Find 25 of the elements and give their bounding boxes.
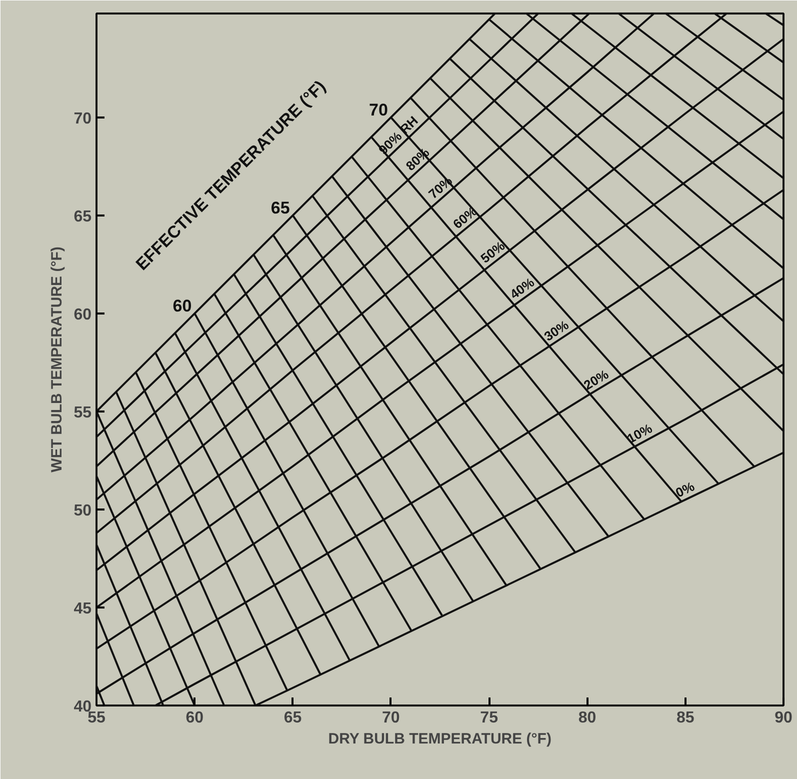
text: 0% — [673, 478, 698, 500]
y-axis-title: WET BULB TEMPERATURE (°F) — [48, 246, 66, 472]
text: 30% — [541, 316, 572, 344]
y-tick-label: 50 — [74, 502, 92, 520]
x-tick-label: 80 — [578, 710, 596, 726]
y-tick-label: 55 — [74, 404, 92, 422]
series-label: 60 — [172, 296, 192, 316]
text: 20% — [581, 366, 612, 393]
x-axis-title: DRY BULB TEMPERATURE (°F) — [328, 730, 552, 748]
text: 10% — [624, 420, 655, 446]
text: 80% — [402, 144, 432, 174]
y-tick-label: 65 — [74, 208, 92, 226]
x-tick-label: 65 — [284, 710, 302, 726]
x-tick-label: 70 — [382, 710, 400, 726]
y-tick-label: 45 — [74, 600, 92, 618]
x-tick-label: 75 — [480, 710, 498, 726]
x-tick-label: 90 — [774, 710, 792, 726]
text: 40% — [507, 274, 538, 302]
y-tick-label: 70 — [74, 110, 92, 128]
series-label: 70 — [369, 100, 388, 120]
series-label: 65 — [270, 198, 290, 218]
text: 50% — [478, 238, 508, 266]
x-tick-label: 85 — [676, 710, 694, 726]
y-tick-label: 60 — [74, 306, 92, 324]
x-tick-label: 60 — [186, 710, 204, 726]
